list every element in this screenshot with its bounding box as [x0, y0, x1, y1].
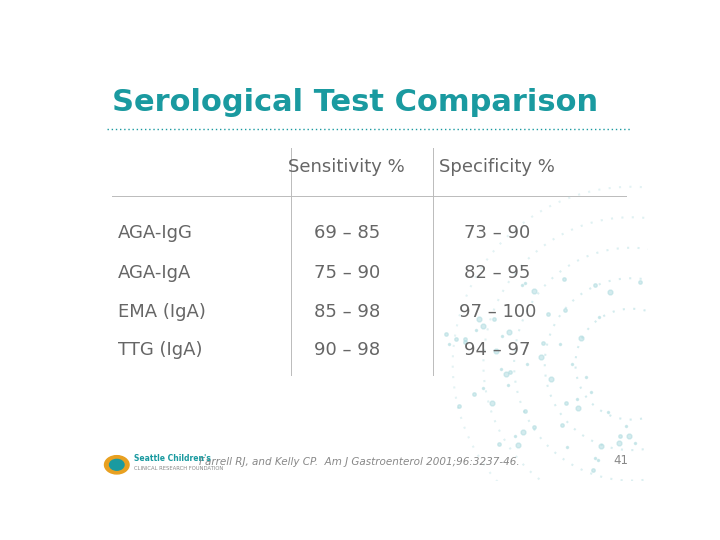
- Text: AGA-IgG: AGA-IgG: [118, 224, 193, 242]
- Text: CLINICAL RESEARCH FOUNDATION: CLINICAL RESEARCH FOUNDATION: [133, 465, 222, 471]
- Text: 82 – 95: 82 – 95: [464, 264, 531, 282]
- Text: TTG (IgA): TTG (IgA): [118, 341, 202, 359]
- Text: 69 – 85: 69 – 85: [313, 224, 380, 242]
- Text: 75 – 90: 75 – 90: [313, 264, 380, 282]
- Text: 97 – 100: 97 – 100: [459, 303, 536, 321]
- Text: Farrell RJ, and Kelly CP.  Am J Gastroenterol 2001;96:3237-46.: Farrell RJ, and Kelly CP. Am J Gastroent…: [199, 457, 519, 467]
- Text: AGA-IgA: AGA-IgA: [118, 264, 192, 282]
- Circle shape: [104, 456, 129, 474]
- Text: EMA (IgA): EMA (IgA): [118, 303, 206, 321]
- Text: 41: 41: [613, 454, 629, 467]
- Text: Specificity %: Specificity %: [439, 158, 555, 176]
- Text: 73 – 90: 73 – 90: [464, 224, 531, 242]
- Text: 85 – 98: 85 – 98: [313, 303, 380, 321]
- Text: 90 – 98: 90 – 98: [314, 341, 379, 359]
- Text: Sensitivity %: Sensitivity %: [288, 158, 405, 176]
- Circle shape: [109, 460, 124, 470]
- Text: Serological Test Comparison: Serological Test Comparison: [112, 87, 598, 117]
- Text: Seattle Children's: Seattle Children's: [133, 455, 210, 463]
- Text: 94 – 97: 94 – 97: [464, 341, 531, 359]
